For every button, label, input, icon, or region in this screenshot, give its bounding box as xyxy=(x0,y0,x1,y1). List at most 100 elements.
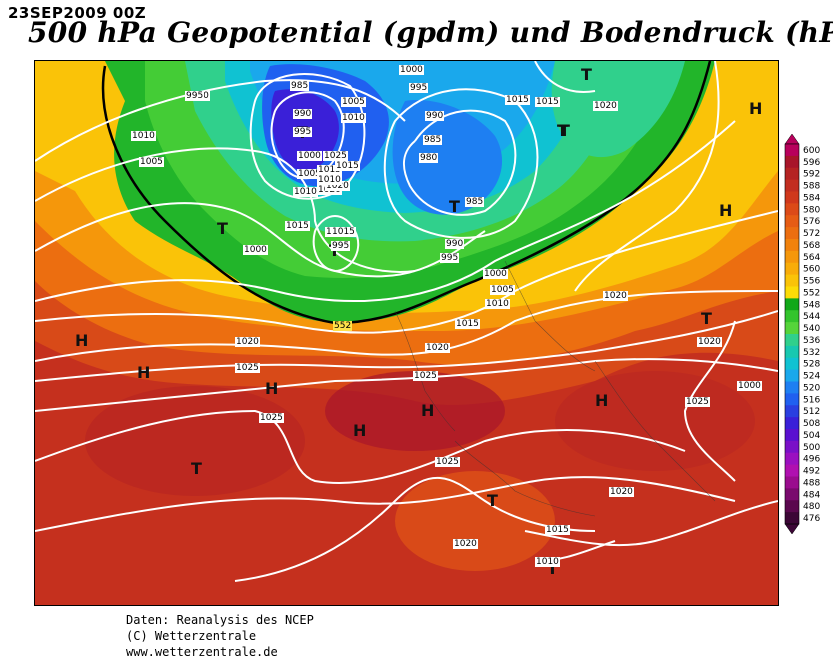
legend-swatch xyxy=(785,334,799,347)
legend-label: 548 xyxy=(803,300,820,310)
isobar-label: 980 xyxy=(419,153,439,163)
isobar-label: 995 xyxy=(185,91,205,101)
legend-label: 552 xyxy=(803,288,820,298)
band-576-low xyxy=(395,471,555,571)
legend-label: 504 xyxy=(803,431,820,441)
isobar-label: 995 xyxy=(409,83,429,93)
weather-map: HHHHHHHHTTTTTTTTTTT985990995100010051010… xyxy=(34,60,779,606)
legend-label: 592 xyxy=(803,170,820,180)
isobar-label: 990 xyxy=(445,239,465,249)
credit-copyright: (C) Wetterzentrale xyxy=(126,629,257,643)
legend-swatch xyxy=(785,310,799,323)
legend-label: 544 xyxy=(803,312,820,322)
isobar-label: 985 xyxy=(423,135,443,145)
isobar-label: 990 xyxy=(293,109,313,119)
legend-frame xyxy=(784,143,800,525)
low-pressure-label: T xyxy=(581,65,592,84)
high-pressure-label: H xyxy=(421,401,435,420)
high-pressure-label: H xyxy=(749,99,763,118)
isobar-label: 1020 xyxy=(235,337,260,347)
low-pressure-label: T xyxy=(557,121,568,140)
legend-swatch xyxy=(785,286,799,299)
band-536-b xyxy=(551,61,685,158)
high-pressure-label: H xyxy=(353,421,367,440)
chart-date: 23SEP2009 00Z xyxy=(8,4,147,22)
isobar-label: 1015 xyxy=(535,97,560,107)
legend-label: 484 xyxy=(803,490,820,500)
legend-label: 564 xyxy=(803,253,820,263)
low-pressure-label: T xyxy=(487,491,498,510)
legend-label: 576 xyxy=(803,217,820,227)
isobar-label: 1000 xyxy=(737,381,762,391)
isobar-label: 1020 xyxy=(325,181,350,191)
isobar-label: 1015 xyxy=(285,221,310,231)
high-pressure-label: H xyxy=(595,391,609,410)
isobar-label: 990 xyxy=(425,111,445,121)
isobar-label: 995 xyxy=(293,127,313,137)
isobar-label: 1015 xyxy=(455,319,480,329)
legend-swatch xyxy=(785,262,799,276)
legend-swatch xyxy=(785,345,799,359)
contour-552 xyxy=(101,61,712,325)
isobars xyxy=(35,61,778,582)
isobar-label: 1005 xyxy=(341,97,366,107)
legend-swatch xyxy=(785,144,799,157)
legend-swatch xyxy=(785,239,799,252)
legend-label: 556 xyxy=(803,277,820,287)
isobar-label: 1015 xyxy=(335,161,360,171)
legend-swatch xyxy=(785,322,799,335)
legend-label: 500 xyxy=(803,443,820,453)
high-pressure-label: H xyxy=(137,363,151,382)
legend-label: 496 xyxy=(803,455,820,465)
isobar-label: 1020 xyxy=(603,291,628,301)
legend-label: 488 xyxy=(803,478,820,488)
legend-swatch xyxy=(785,512,799,525)
legend-swatch xyxy=(785,417,799,430)
coastlines xyxy=(394,260,716,517)
legend-arrow-top xyxy=(784,133,800,145)
legend-label: 480 xyxy=(803,502,820,512)
legend-label: 572 xyxy=(803,229,820,239)
isobar-label: 1015 xyxy=(331,227,356,237)
legend-swatch xyxy=(785,488,799,501)
high-pressure-label: H xyxy=(265,379,279,398)
legend-swatch xyxy=(785,452,799,466)
legend-swatch xyxy=(785,476,799,489)
legend-label: 528 xyxy=(803,360,820,370)
isobar-label: 1010 xyxy=(317,175,342,185)
high-pressure-label: H xyxy=(75,331,89,350)
isobar-label: 1025 xyxy=(235,363,260,373)
credits: Daten: Reanalysis des NCEP (C) Wetterzen… xyxy=(126,612,314,660)
credit-website-link[interactable]: www.wetterzentrale.de xyxy=(126,645,278,659)
band-520 xyxy=(392,100,503,215)
legend-swatch xyxy=(785,464,799,477)
isobar-label: 1015 xyxy=(545,525,570,535)
legend-label: 476 xyxy=(803,514,820,524)
isobar-label: 1025 xyxy=(323,151,348,161)
isobar-label: 1020 xyxy=(593,101,618,111)
legend-swatch xyxy=(785,191,799,204)
legend-swatch xyxy=(785,381,799,394)
legend-label: 516 xyxy=(803,395,820,405)
legend-swatch xyxy=(785,179,799,192)
chart-title: 500 hPa Geopotential (gpdm) und Bodendru… xyxy=(28,16,833,49)
isobar-label: 1015 xyxy=(317,165,342,175)
low-pressure-label: T xyxy=(559,121,570,140)
legend-arrow-bottom xyxy=(784,523,800,535)
low-pressure-label: T xyxy=(449,197,460,216)
legend-swatch xyxy=(785,298,799,311)
legend-label: 512 xyxy=(803,407,820,417)
isobar-label: 995 xyxy=(331,241,351,251)
isobar-label: 1005 xyxy=(139,157,164,167)
legend-swatch xyxy=(785,440,799,454)
isobar-label: 1010 xyxy=(293,187,318,197)
legend-label: 540 xyxy=(803,324,820,334)
legend-swatch xyxy=(785,155,799,169)
band-588-a xyxy=(85,386,305,496)
legend-label: 532 xyxy=(803,348,820,358)
isobar-label: 1020 xyxy=(425,343,450,353)
low-pressure-label: T xyxy=(701,309,712,328)
legend-label: 536 xyxy=(803,336,820,346)
legend-label: 600 xyxy=(803,146,820,156)
